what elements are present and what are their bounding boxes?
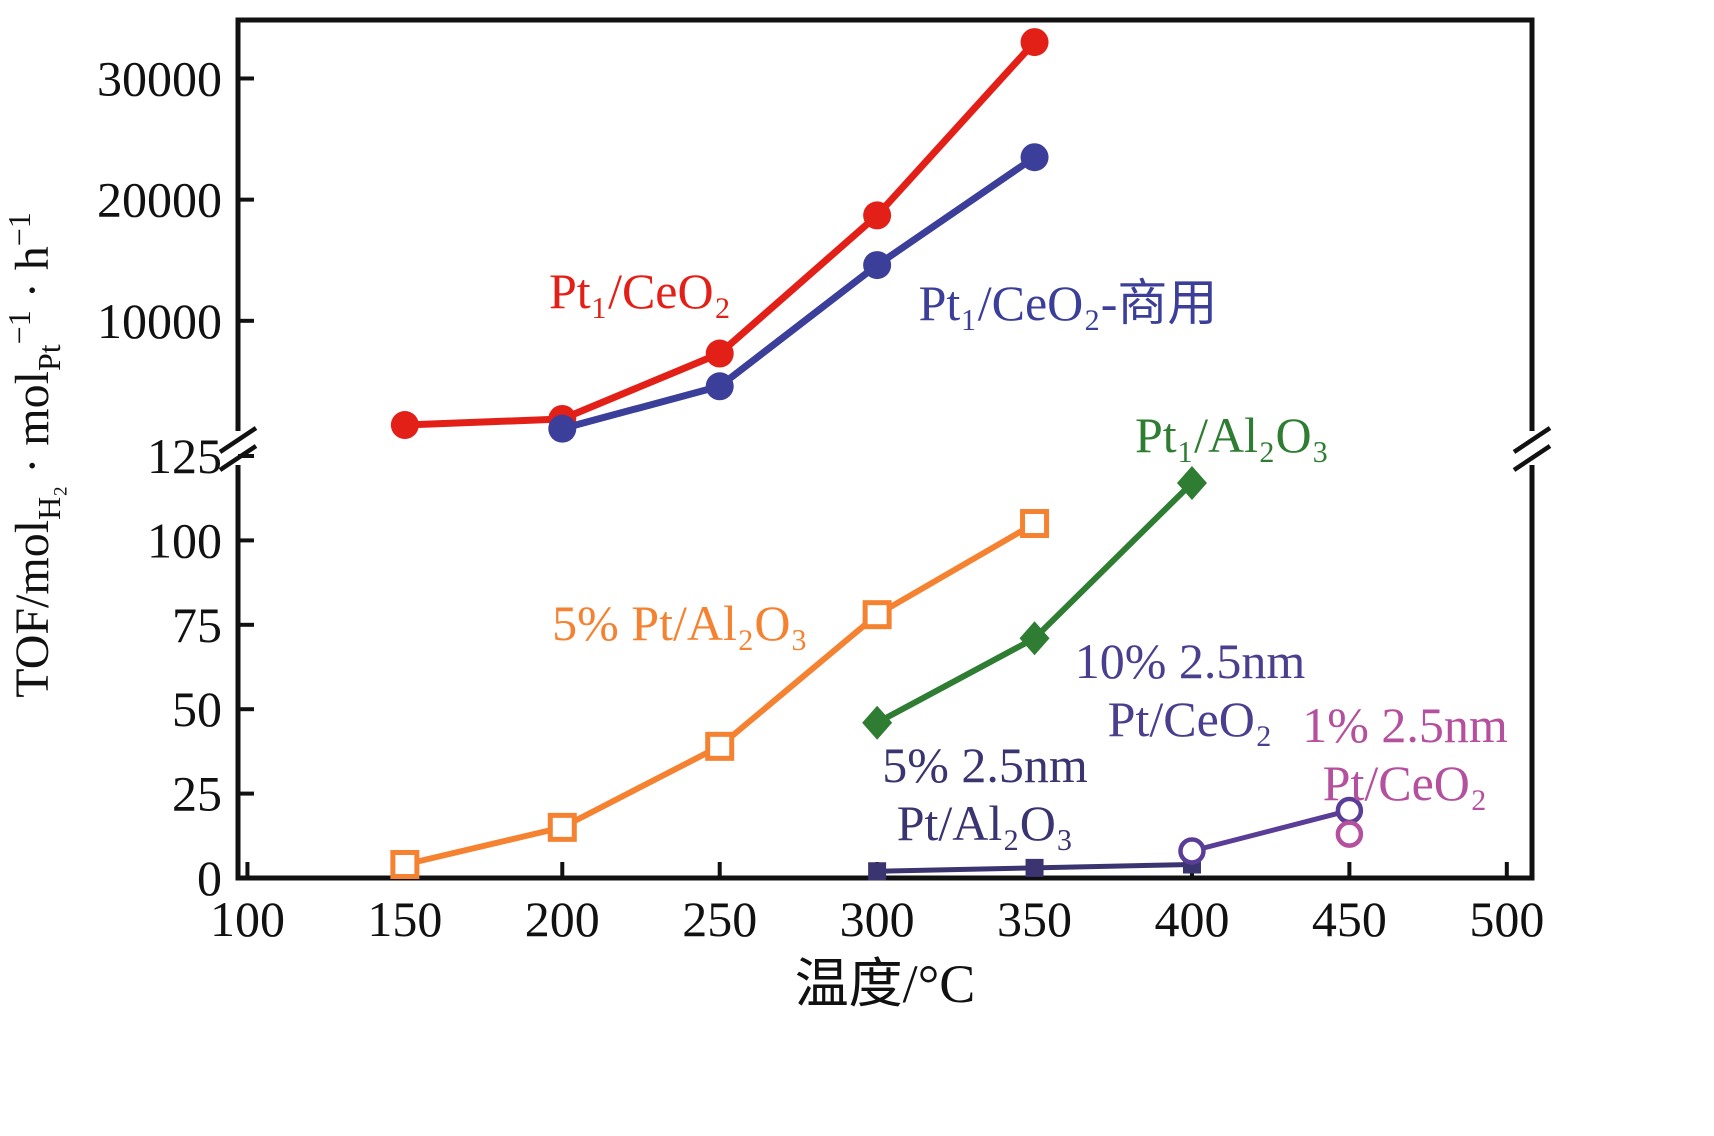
svg-text:25: 25 [172, 766, 222, 822]
svg-text:500: 500 [1469, 891, 1544, 947]
svg-text:30000: 30000 [97, 50, 222, 106]
svg-text:100: 100 [147, 512, 222, 568]
label-pt1-ceo2: Pt₁/CeO₂ [549, 263, 731, 319]
x-axis-title: 温度/°C [795, 954, 976, 1014]
series-5-pt-al2o3 [390, 509, 1050, 879]
label-1pct-2p5nm-pt-ceo2: 1% 2.5nm Pt/CeO₂ [1302, 697, 1508, 811]
svg-text:50: 50 [172, 681, 222, 737]
svg-text:350: 350 [997, 891, 1072, 947]
label-5pct-pt-al2o3: 5% Pt/Al₂O₃ [552, 595, 808, 651]
svg-text:20000: 20000 [97, 172, 222, 228]
chart-generated: 100 150 200 250 300 350 400 450 500 0 25 50 75 100 125… [97, 17, 1552, 947]
svg-text:250: 250 [682, 891, 757, 947]
svg-text:75: 75 [172, 597, 222, 653]
svg-text:150: 150 [367, 891, 442, 947]
svg-text:10000: 10000 [97, 293, 222, 349]
svg-text:100: 100 [210, 891, 285, 947]
svg-text:450: 450 [1312, 891, 1387, 947]
svg-text:0: 0 [197, 850, 222, 906]
series-pt1-al2o3 [862, 466, 1207, 740]
label-pt1-al2o3: Pt₁/Al₂O₃ [1135, 407, 1329, 463]
svg-text:300: 300 [840, 891, 915, 947]
series-pt1-ceo2-commercial [548, 143, 1049, 443]
label-10pct-2p5nm-pt-ceo2: 10% 2.5nm Pt/CeO₂ [1075, 633, 1306, 747]
svg-text:400: 400 [1154, 891, 1229, 947]
svg-text:200: 200 [525, 891, 600, 947]
label-5pct-2p5nm-pt-al2o3: 5% 2.5nm Pt/Al₂O₃ [882, 737, 1088, 851]
y-axis-title: TOF/molH₂ · molPt−1 · h−1 [1, 212, 67, 698]
series-10-2-5nm-pt-ceo2 [1178, 796, 1364, 865]
label-pt1-ceo2-commercial: Pt₁/CeO₂-商用 [919, 275, 1218, 331]
svg-text:125: 125 [147, 428, 222, 484]
series-1-2-5nm-pt-ceo2 [1335, 820, 1364, 848]
